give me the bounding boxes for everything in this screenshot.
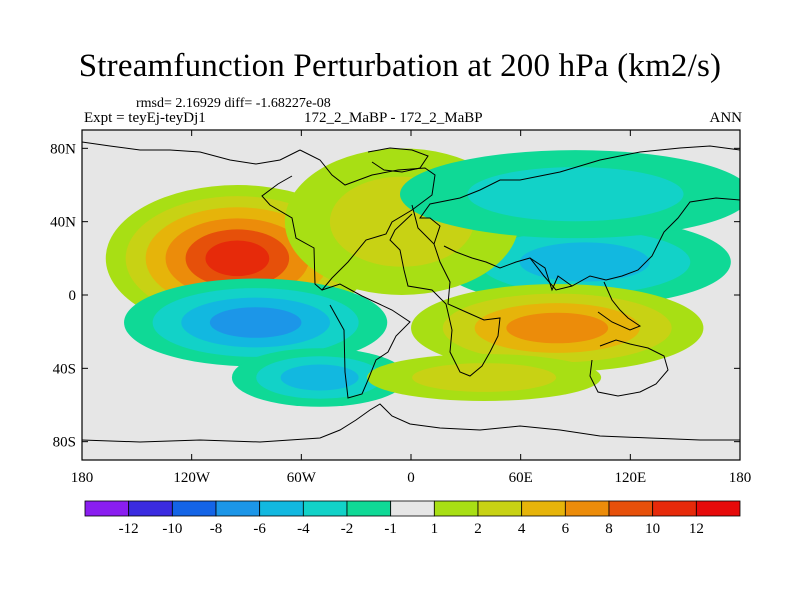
colorbar-label: -2 bbox=[341, 521, 354, 537]
colorbar: -12 -10 -8 -6 -4 -2 -1 1 2 4 6 8 10 12 bbox=[84, 500, 741, 537]
colorbar-swatch bbox=[608, 500, 654, 517]
case-label: 172_2_MaBP - 172_2_MaBP bbox=[304, 110, 483, 126]
contour-level bbox=[519, 242, 650, 282]
coastline-australia bbox=[589, 339, 669, 397]
x-tick-label: 60E bbox=[509, 470, 533, 486]
x-tick-label: 60W bbox=[287, 470, 317, 486]
colorbar-swatch bbox=[128, 500, 173, 517]
colorbar-label: -12 bbox=[119, 521, 139, 537]
feature-southern-ocean-high bbox=[367, 354, 602, 401]
feature-southwest-atlantic-low bbox=[231, 348, 408, 407]
season-label: ANN bbox=[709, 110, 743, 126]
y-tick-label: 40S bbox=[53, 361, 76, 377]
colorbar-swatch bbox=[390, 500, 435, 517]
coastline-north-america bbox=[261, 149, 436, 291]
colorbar-label: 10 bbox=[645, 521, 660, 537]
colorbar-swatch bbox=[215, 500, 261, 517]
colorbar-swatch bbox=[564, 500, 610, 517]
coastlines bbox=[82, 141, 740, 443]
y-tick-label: 0 bbox=[69, 288, 77, 304]
contour-level bbox=[280, 364, 359, 391]
colorbar-swatch bbox=[84, 500, 130, 517]
colorbar-label: -6 bbox=[253, 521, 266, 537]
colorbar-label: 8 bbox=[605, 521, 613, 537]
colorbar-label: 4 bbox=[518, 521, 526, 537]
coastline-eurasia bbox=[419, 145, 740, 291]
coastline-india bbox=[529, 257, 573, 292]
coastline-europe-africa bbox=[389, 204, 501, 377]
experiment-label: Expt = teyEj-teyDj1 bbox=[84, 110, 206, 126]
contour-level bbox=[506, 312, 609, 344]
x-tick-label: 0 bbox=[407, 470, 415, 486]
colorbar-swatch bbox=[171, 500, 217, 517]
colorbar-label: 6 bbox=[562, 521, 570, 537]
colorbar-swatch bbox=[521, 500, 566, 517]
x-tick-label: 120W bbox=[173, 470, 211, 486]
y-tick-label: 40N bbox=[50, 215, 76, 231]
coastline-south-america bbox=[321, 283, 411, 399]
colorbar-swatch bbox=[652, 500, 697, 517]
colorbar-label: 12 bbox=[689, 521, 704, 537]
feature-siberian-low bbox=[400, 150, 740, 239]
x-tick-label: 180 bbox=[729, 470, 752, 486]
colorbar-swatch bbox=[302, 500, 348, 517]
y-tick-label: 80S bbox=[53, 435, 76, 451]
x-tick-label: 180 bbox=[71, 470, 94, 486]
colorbar-label: 1 bbox=[431, 521, 439, 537]
axis-ticks: 180 120W 60W 0 60E 120E 180 80N 40N 0 40S 80S bbox=[50, 130, 751, 486]
colorbar-swatch bbox=[433, 500, 479, 517]
colorbar-label: 2 bbox=[474, 521, 482, 537]
contour-level bbox=[412, 363, 557, 392]
coastline-southeast-asia bbox=[597, 281, 642, 331]
feature-south-pacific-low bbox=[124, 278, 388, 367]
colorbar-label: -10 bbox=[162, 521, 182, 537]
colorbar-label: -8 bbox=[210, 521, 223, 537]
colorbar-swatch bbox=[695, 500, 741, 517]
feature-indian-ocean-high bbox=[411, 284, 704, 372]
contour-fill bbox=[105, 148, 740, 407]
colorbar-label: -4 bbox=[297, 521, 310, 537]
coastline-antarctica bbox=[82, 403, 740, 443]
contour-level bbox=[467, 167, 684, 222]
stats-text: rmsd= 2.16929 diff= -1.68227e-08 bbox=[136, 96, 331, 111]
colorbar-label: -1 bbox=[384, 521, 397, 537]
coastline-arctic-islands bbox=[82, 141, 301, 165]
y-tick-label: 80N bbox=[50, 141, 76, 157]
colorbar-swatch bbox=[477, 500, 523, 517]
colorbar-swatch bbox=[346, 500, 392, 517]
colorbar-swatch bbox=[259, 500, 304, 517]
coastline-greenland bbox=[367, 147, 429, 173]
contour-level bbox=[209, 307, 302, 338]
x-tick-label: 120E bbox=[614, 470, 646, 486]
chart-title: Streamfunction Perturbation at 200 hPa (… bbox=[78, 48, 722, 84]
contour-level bbox=[205, 240, 270, 277]
